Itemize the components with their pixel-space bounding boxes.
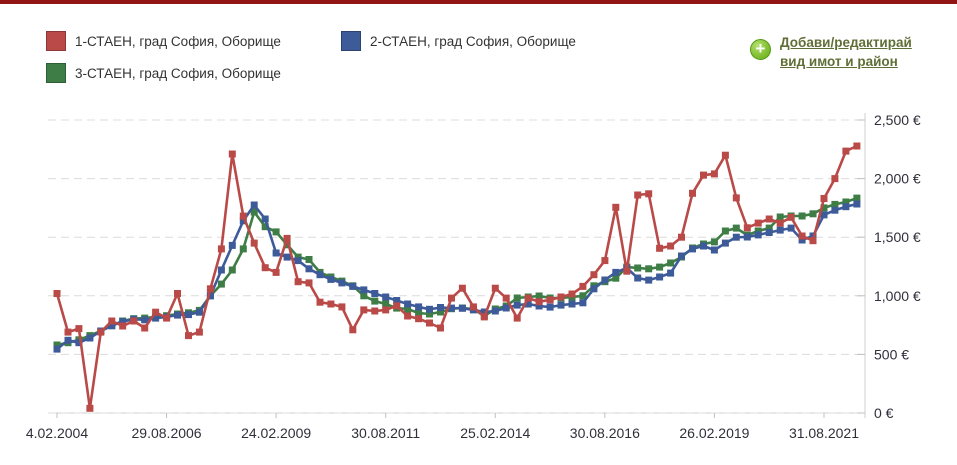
add-edit-link-line2: вид имот и район — [780, 54, 898, 69]
svg-text:29.08.2006: 29.08.2006 — [132, 425, 202, 441]
page-top-border — [0, 0, 957, 4]
legend-item-1-staen: 1-СТАЕН, град София, Оборище — [46, 31, 281, 51]
plus-circle-icon — [750, 39, 771, 60]
svg-text:500 €: 500 € — [874, 346, 909, 362]
svg-text:24.02.2009: 24.02.2009 — [241, 425, 311, 441]
legend-label: 3-СТАЕН, град София, Оборище — [75, 65, 281, 81]
svg-text:2,500 €: 2,500 € — [874, 112, 921, 128]
legend-swatch-blue — [341, 31, 361, 51]
legend-label: 2-СТАЕН, град София, Оборище — [370, 33, 576, 49]
svg-text:1,000 €: 1,000 € — [874, 288, 921, 304]
svg-text:4.02.2004: 4.02.2004 — [26, 425, 88, 441]
add-edit-link-text: Добави/редактирай вид имот и район — [780, 33, 912, 71]
svg-text:31.08.2021: 31.08.2021 — [789, 425, 859, 441]
legend-swatch-green — [46, 63, 66, 83]
svg-text:26.02.2019: 26.02.2019 — [679, 425, 749, 441]
legend-swatch-red — [46, 31, 66, 51]
add-edit-property-district-link[interactable]: Добави/редактирай вид имот и район — [750, 33, 912, 71]
svg-text:30.08.2016: 30.08.2016 — [570, 425, 640, 441]
svg-text:25.02.2014: 25.02.2014 — [460, 425, 530, 441]
legend-label: 1-СТАЕН, град София, Оборище — [75, 33, 281, 49]
legend-item-3-staen: 3-СТАЕН, град София, Оборище — [46, 63, 281, 83]
svg-text:2,000 €: 2,000 € — [874, 171, 921, 187]
add-edit-link-line1: Добави/редактирай — [780, 35, 912, 50]
legend-item-2-staen: 2-СТАЕН, град София, Оборище — [341, 31, 576, 51]
svg-text:30.08.2011: 30.08.2011 — [351, 425, 420, 441]
svg-text:0 €: 0 € — [874, 405, 894, 421]
svg-text:1,500 €: 1,500 € — [874, 229, 921, 245]
